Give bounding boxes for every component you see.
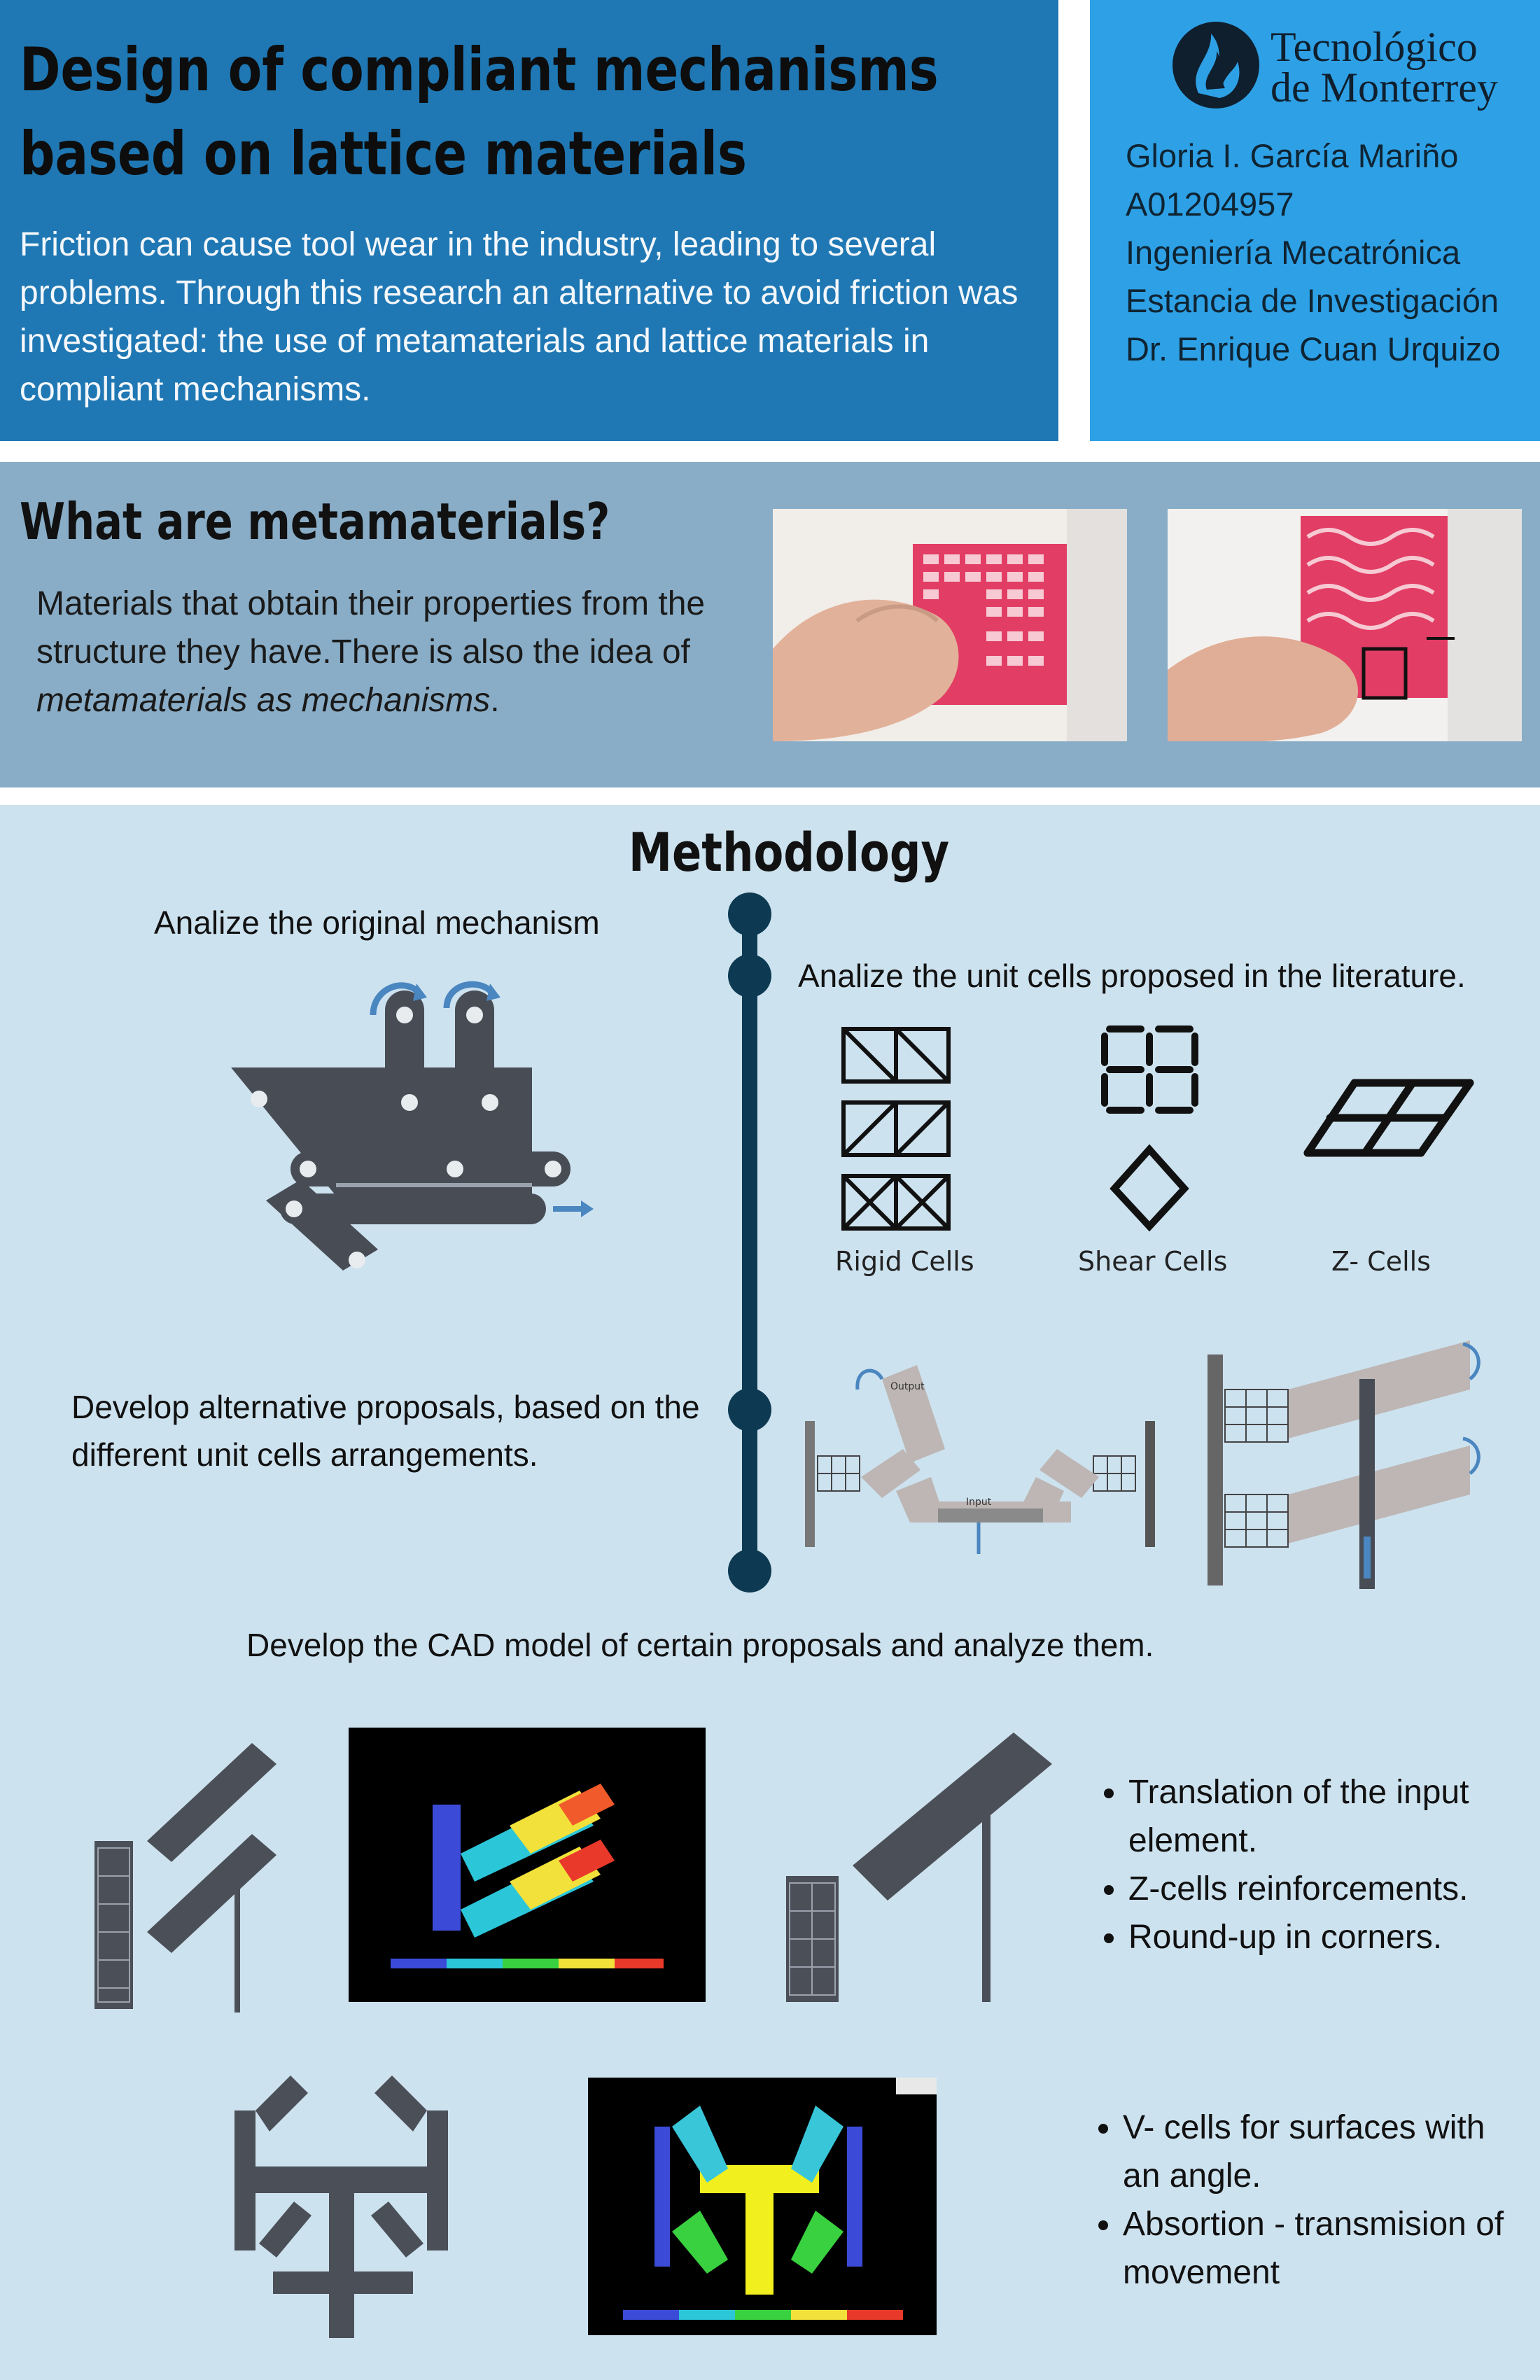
author-advisor: Dr. Enrique Cuan Urquizo	[1126, 330, 1501, 368]
logo-line-2: de Monterrey	[1270, 64, 1498, 111]
input-label: Input	[966, 1497, 992, 1508]
result-bullet: V- cells for surfaces with an angle.	[1123, 2104, 1506, 2200]
metamaterials-text-end: .	[490, 682, 500, 719]
result-bullet: Translation of the input element.	[1128, 1768, 1512, 1865]
author-program: Ingeniería Mecatrónica	[1126, 234, 1461, 271]
author-name: Gloria I. García Mariño	[1126, 137, 1459, 174]
shear-cells-label: Shear Cells	[1078, 1246, 1228, 1277]
metamaterials-text-italic: metamaterials as mechanisms	[36, 682, 491, 719]
title-line-1: Design of compliant mechanisms	[20, 35, 939, 105]
header-panel	[0, 0, 1058, 441]
metamaterials-title: What are metamaterials?	[20, 492, 610, 551]
result-bullet: Absortion - transmision of movement	[1123, 2200, 1506, 2297]
rigid-cells-label: Rigid Cells	[835, 1246, 974, 1277]
methodology-title: Methodology	[629, 821, 950, 883]
logo-line-1: Tecnológico	[1270, 24, 1478, 70]
proposal-diagram-2	[1204, 1340, 1491, 1596]
intro-text: Friction can cause tool wear in the indu…	[20, 226, 1018, 408]
z-cells-label: Z- Cells	[1331, 1246, 1431, 1277]
step-4-caption: Develop the CAD model of certain proposa…	[246, 1627, 1154, 1663]
timeline-node	[728, 892, 771, 936]
shear-cells-icon	[1099, 1022, 1200, 1246]
timeline-node	[728, 1388, 771, 1432]
rotation-arrow-icon	[370, 981, 496, 1016]
metamaterials-text: Materials that obtain their properties f…	[36, 580, 757, 724]
metamaterial-photo-2	[1168, 509, 1522, 741]
metamaterial-photo-1	[773, 509, 1127, 741]
logo-text: Tecnológico de Monterrey	[1270, 24, 1498, 111]
metamaterials-text-body: Materials that obtain their properties f…	[36, 585, 706, 671]
tec-flame-logo	[1170, 20, 1261, 114]
step-3-caption: Develop alternative proposals, based on …	[71, 1389, 700, 1473]
proposal-diagram-1: Output Input	[805, 1351, 1155, 1564]
timeline-line	[742, 913, 757, 1572]
results-list-1: Translation of the input element. Z-cell…	[1092, 1768, 1512, 1961]
original-mechanism-diagram	[210, 962, 602, 1281]
cad-model-1	[91, 1736, 287, 2019]
rigid-cells-icon	[840, 1026, 955, 1236]
results-list-2: V- cells for surfaces with an angle. Abs…	[1086, 2104, 1506, 2297]
cad-model-3	[231, 2068, 455, 2345]
ansys-simulation-2	[588, 2078, 937, 2335]
author-id: A01204957	[1126, 186, 1294, 223]
timeline-node	[728, 954, 771, 997]
timeline-node	[728, 1549, 771, 1592]
step-2-caption: Analize the unit cells proposed in the l…	[798, 958, 1466, 994]
step-1-caption: Analize the original mechanism	[154, 904, 600, 941]
cad-model-2	[783, 1726, 1056, 2009]
output-label: Output	[890, 1381, 925, 1392]
title-line-2: based on lattice materials	[20, 119, 747, 189]
ansys-simulation-1	[349, 1728, 706, 2002]
page-title: Design of compliant mechanisms based on …	[20, 28, 939, 196]
z-cells-icon	[1302, 1068, 1477, 1183]
result-bullet: Round-up in corners.	[1128, 1913, 1512, 1961]
result-bullet: Z-cells reinforcements.	[1128, 1865, 1512, 1913]
author-info: Gloria I. García Mariño A01204957 Ingeni…	[1126, 132, 1501, 373]
author-course: Estancia de Investigación	[1126, 282, 1499, 319]
author-panel	[1090, 0, 1540, 441]
